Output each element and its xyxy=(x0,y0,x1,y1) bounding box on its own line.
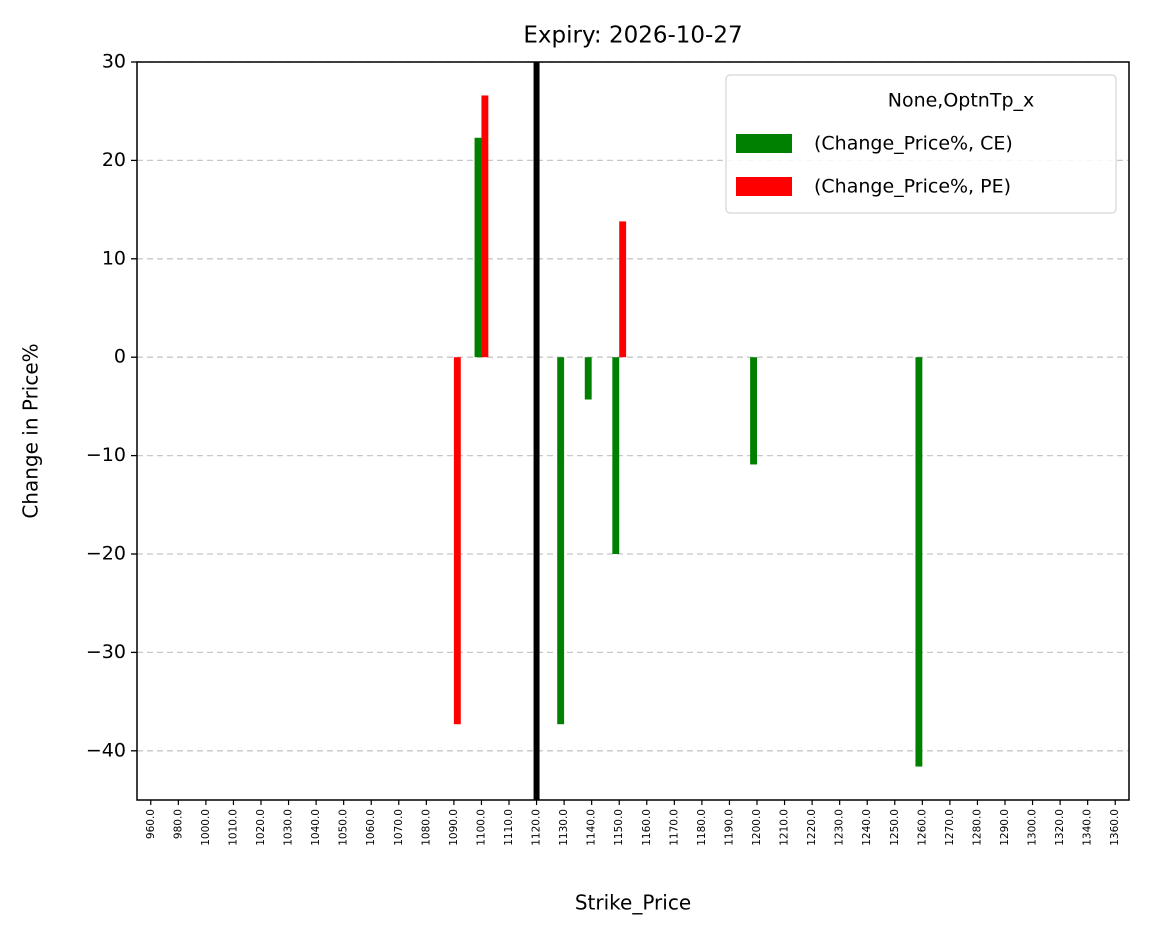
x-tick-label: 1360.0 xyxy=(1109,809,1121,846)
legend-swatch xyxy=(736,177,792,196)
x-tick-label: 1230.0 xyxy=(834,809,846,846)
x-tick-label: 1110.0 xyxy=(503,809,515,846)
y-tick-label: −40 xyxy=(86,739,126,761)
x-tick-label: 1300.0 xyxy=(1027,809,1039,846)
x-tick-label: 1140.0 xyxy=(586,809,598,846)
x-tick-label: 1000.0 xyxy=(200,809,212,846)
x-tick-label: 1250.0 xyxy=(889,809,901,846)
x-tick-label: 1030.0 xyxy=(283,809,295,846)
x-tick-label: 1280.0 xyxy=(971,809,983,846)
x-tick-label: 1190.0 xyxy=(723,809,735,846)
y-tick-label: 0 xyxy=(114,346,126,368)
bar xyxy=(453,357,461,725)
x-tick-label: 1100.0 xyxy=(475,809,487,846)
x-tick-label: 1220.0 xyxy=(806,809,818,846)
y-tick-label: −20 xyxy=(86,543,126,565)
x-tick-label: 1080.0 xyxy=(420,809,432,846)
bar xyxy=(750,357,757,465)
legend: None,OptnTp_x (Change_Price%, CE) (Change_… xyxy=(725,74,1117,214)
y-axis-label: Change in Price% xyxy=(19,343,43,518)
x-tick-label: 1010.0 xyxy=(227,809,239,846)
bar xyxy=(619,221,627,358)
y-tick-label: 10 xyxy=(102,247,126,269)
x-tick-label: 1270.0 xyxy=(944,809,956,846)
x-tick-label: 1340.0 xyxy=(1082,809,1094,846)
x-tick-label: 1060.0 xyxy=(365,809,377,846)
bar xyxy=(915,357,923,767)
bar xyxy=(481,95,489,358)
x-tick-label: 1040.0 xyxy=(310,809,322,846)
x-axis-label: Strike_Price xyxy=(575,891,691,915)
bar xyxy=(557,357,565,725)
x-tick-label: 1200.0 xyxy=(751,809,763,846)
bar xyxy=(612,357,620,554)
x-tick-label: 1150.0 xyxy=(613,809,625,846)
x-tick-label: 1020.0 xyxy=(255,809,267,846)
legend-box xyxy=(725,74,1117,214)
y-tick-label: −10 xyxy=(86,444,126,466)
x-tick-label: 1120.0 xyxy=(531,809,543,846)
x-tick-label: 980.0 xyxy=(172,809,184,839)
x-tick-label: 1090.0 xyxy=(448,809,460,846)
legend-label: (Change_Price%, PE) xyxy=(814,176,1011,198)
x-tick-label: 1260.0 xyxy=(916,809,928,846)
x-tick-label: 960.0 xyxy=(145,809,157,839)
y-tick-label: 20 xyxy=(102,149,126,171)
bar xyxy=(584,357,592,400)
legend-swatch xyxy=(736,134,792,153)
x-tick-label: 1240.0 xyxy=(861,809,873,846)
x-tick-label: 1170.0 xyxy=(668,809,680,846)
chart-title: Expiry: 2026-10-27 xyxy=(523,23,742,49)
x-tick-label: 1180.0 xyxy=(696,809,708,846)
x-tick-label: 1320.0 xyxy=(1054,809,1066,846)
x-tick-label: 1050.0 xyxy=(338,809,350,846)
x-tick-label: 1210.0 xyxy=(779,809,791,846)
plot-frame xyxy=(136,61,1130,801)
y-tick-label: 30 xyxy=(102,51,126,73)
bar xyxy=(474,137,482,358)
legend-label: (Change_Price%, CE) xyxy=(814,133,1013,155)
x-tick-label: 1130.0 xyxy=(558,809,570,846)
x-tick-label: 1160.0 xyxy=(641,809,653,846)
x-tick-label: 1290.0 xyxy=(999,809,1011,846)
x-tick-label: 1070.0 xyxy=(393,809,405,846)
y-tick-label: −30 xyxy=(86,641,126,663)
legend-title: None,OptnTp_x xyxy=(888,90,1035,112)
